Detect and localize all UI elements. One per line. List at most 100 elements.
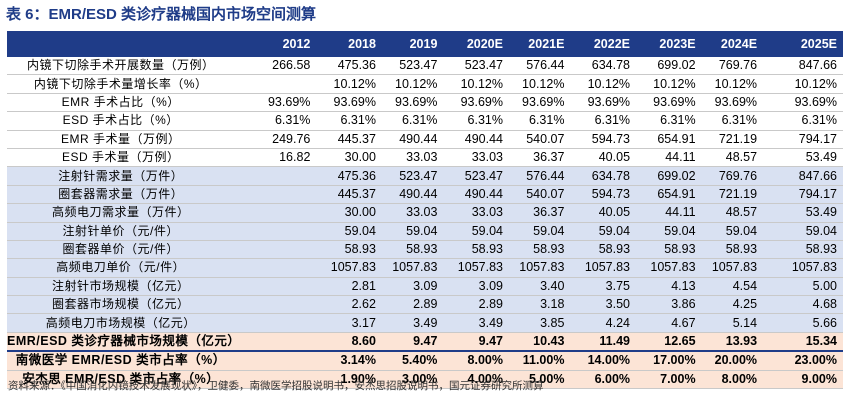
row-label: 内镜下切除手术量增长率（%） bbox=[7, 74, 235, 94]
table-cell: 93.69% bbox=[763, 93, 843, 113]
table-cell: 58.93 bbox=[316, 240, 382, 260]
table-cell: 3.09 bbox=[381, 277, 444, 297]
table-cell: 9.47 bbox=[381, 332, 444, 353]
table-cell: 576.44 bbox=[508, 166, 571, 186]
table-cell: 2.89 bbox=[443, 295, 509, 315]
table-cell: 4.25 bbox=[701, 295, 764, 315]
header-cell-2018: 2018 bbox=[316, 31, 382, 57]
table-cell: 40.05 bbox=[570, 203, 637, 223]
table-cell: 10.12% bbox=[636, 74, 702, 94]
table-cell: 6.31% bbox=[443, 111, 509, 131]
table-cell: 594.73 bbox=[570, 130, 637, 149]
table-cell: 3.14% bbox=[316, 351, 382, 371]
table-cell: 10.12% bbox=[570, 74, 637, 94]
table-cell: 93.69% bbox=[636, 93, 702, 113]
table-cell bbox=[234, 313, 317, 333]
table-cell: 33.03 bbox=[443, 203, 509, 223]
table-cell: 93.69% bbox=[316, 93, 382, 113]
table-row: 注射针市场规模（亿元） 2.81 3.09 3.09 3.40 3.75 4.13 4.54 5… bbox=[7, 277, 843, 297]
table-cell: 1057.83 bbox=[316, 258, 382, 278]
table-cell: 1057.83 bbox=[508, 258, 571, 278]
table-cell: 58.93 bbox=[570, 240, 637, 260]
table-row: EMR 手术量（万例） 249.76 445.37 490.44 490.44 540.0… bbox=[7, 130, 843, 149]
table-cell: 17.00% bbox=[636, 351, 702, 371]
row-label: EMR 手术量（万例） bbox=[7, 130, 235, 149]
header-row: 2012 2018 2019 2020E 2021E 2022E 2023E 2… bbox=[7, 31, 843, 57]
table-cell: 3.86 bbox=[636, 295, 702, 315]
table-cell: 40.05 bbox=[570, 148, 637, 168]
table-cell: 5.40% bbox=[381, 351, 444, 371]
table-cell: 6.31% bbox=[570, 111, 637, 131]
table-cell bbox=[234, 166, 317, 186]
header-cell-2019: 2019 bbox=[381, 31, 444, 57]
table-header: 2012 2018 2019 2020E 2021E 2022E 2023E 2… bbox=[7, 31, 843, 57]
table-cell: 11.00% bbox=[508, 351, 571, 371]
table-cell: 699.02 bbox=[636, 57, 702, 76]
table-cell: 53.49 bbox=[763, 148, 843, 168]
table-cell: 3.85 bbox=[508, 313, 571, 333]
header-cell-2025e: 2025E bbox=[763, 31, 843, 57]
table-cell: 59.04 bbox=[508, 222, 571, 241]
table-cell: 59.04 bbox=[381, 222, 444, 241]
market-size-table: 2012 2018 2019 2020E 2021E 2022E 2023E 2… bbox=[7, 31, 843, 390]
table-cell: 23.00% bbox=[763, 351, 843, 371]
table-cell: 3.00% bbox=[381, 370, 444, 390]
table-cell: 1057.83 bbox=[636, 258, 702, 278]
table-row: EMR 手术占比（%） 93.69% 93.69% 93.69% 93.69% 93.69… bbox=[7, 93, 843, 113]
table-cell: 59.04 bbox=[316, 222, 382, 241]
row-label: 南微医学 EMR/ESD 类市占率（%） bbox=[7, 351, 235, 371]
table-cell: 10.12% bbox=[443, 74, 509, 94]
table-cell: 93.69% bbox=[570, 93, 637, 113]
table-cell: 576.44 bbox=[508, 57, 571, 76]
table-cell: 4.24 bbox=[570, 313, 637, 333]
table-row: 高频电刀市场规模（亿元） 3.17 3.49 3.49 3.85 4.24 4.67 5.14… bbox=[7, 313, 843, 333]
table-cell: 11.49 bbox=[570, 332, 637, 353]
table-cell bbox=[234, 185, 317, 205]
table-cell: 3.75 bbox=[570, 277, 637, 297]
header-cell-2022e: 2022E bbox=[570, 31, 637, 57]
table-cell bbox=[234, 295, 317, 315]
table-cell: 10.12% bbox=[316, 74, 382, 94]
table-cell: 6.31% bbox=[636, 111, 702, 131]
table-cell: 1057.83 bbox=[701, 258, 764, 278]
table-cell: 58.93 bbox=[636, 240, 702, 260]
table-cell bbox=[234, 74, 317, 94]
table-cell: 1057.83 bbox=[763, 258, 843, 278]
table-cell: 3.09 bbox=[443, 277, 509, 297]
table-cell: 6.31% bbox=[763, 111, 843, 131]
table-cell: 3.49 bbox=[381, 313, 444, 333]
table-cell: 93.69% bbox=[701, 93, 764, 113]
table-cell: 10.12% bbox=[381, 74, 444, 94]
row-label: 圈套器市场规模（亿元） bbox=[7, 295, 235, 315]
table-cell: 7.00% bbox=[636, 370, 702, 390]
table-cell: 4.13 bbox=[636, 277, 702, 297]
table-row: 高频电刀单价（元/件） 1057.83 1057.83 1057.83 1057.83 1… bbox=[7, 258, 843, 278]
table-cell: 445.37 bbox=[316, 185, 382, 205]
table-cell: 3.40 bbox=[508, 277, 571, 297]
table-cell: 3.18 bbox=[508, 295, 571, 315]
table-cell: 769.76 bbox=[701, 57, 764, 76]
table-cell: 93.69% bbox=[508, 93, 571, 113]
table-cell: 9.47 bbox=[443, 332, 509, 353]
table-cell: 9.00% bbox=[763, 370, 843, 390]
table-cell: 4.54 bbox=[701, 277, 764, 297]
row-label: 注射针需求量（万件） bbox=[7, 166, 235, 186]
table-row: 圈套器需求量（万件） 445.37 490.44 490.44 540.07 594.73… bbox=[7, 185, 843, 205]
table-cell: 33.03 bbox=[381, 203, 444, 223]
table-cell bbox=[234, 258, 317, 278]
table-cell: 266.58 bbox=[234, 57, 317, 76]
table-cell: 14.00% bbox=[570, 351, 637, 371]
table-cell: 93.69% bbox=[234, 93, 317, 113]
table-cell: 15.34 bbox=[763, 332, 843, 353]
table-cell: 30.00 bbox=[316, 148, 382, 168]
table-cell: 58.93 bbox=[763, 240, 843, 260]
table-row: 高频电刀需求量（万件） 30.00 33.03 33.03 36.37 40.05 44.1… bbox=[7, 203, 843, 223]
row-label: 注射针市场规模（亿元） bbox=[7, 277, 235, 297]
table-cell: 540.07 bbox=[508, 130, 571, 149]
table-cell: 654.91 bbox=[636, 130, 702, 149]
row-label: 圈套器单价（元/件） bbox=[7, 240, 235, 260]
table-cell: 490.44 bbox=[381, 130, 444, 149]
table-row: EMR/ESD 类诊疗器械市场规模（亿元） 8.60 9.47 9.47 10.43 11… bbox=[7, 332, 843, 353]
table-cell: 699.02 bbox=[636, 166, 702, 186]
table-cell: 3.49 bbox=[443, 313, 509, 333]
